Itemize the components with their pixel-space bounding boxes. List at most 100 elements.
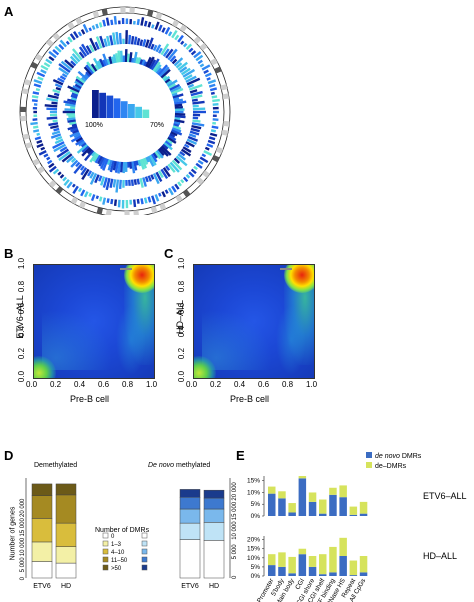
circos-bar [199,63,205,68]
panel-d-xtick: HD [209,583,219,590]
circos-bar [203,150,213,157]
circos-bar [102,53,109,66]
ideogram-band [222,93,230,100]
circos-bar [152,61,161,72]
circos-bar [65,40,70,45]
circos-bar [164,189,169,195]
circos-bar [109,178,114,188]
circos-bar [159,146,169,157]
panel-d-xtick: ETV6 [181,583,199,590]
circos-bar [180,40,185,45]
circos-bar [167,187,174,196]
legend-denovo-swatch [366,452,372,458]
circos-bar [154,21,160,30]
row-label-hd: HD–ALL [423,551,458,561]
circos-bar [67,36,73,43]
circos-bar [172,93,184,99]
circos-bar [69,89,79,95]
demeth-etv6-segment [31,518,53,543]
circos-bar [91,25,96,30]
circos-bar [171,92,178,97]
circos-bar [54,83,63,89]
circos-bar [160,145,172,156]
circos-bar [90,151,96,157]
panel-d-ytick: 10 000 [20,537,26,556]
circos-bar [47,94,59,100]
ideogram-band [20,106,27,112]
circos-bar [66,117,76,121]
panel-d-ytick: 0 [20,576,26,580]
circos-bar [89,37,98,51]
circos-bar [157,170,164,179]
circos-bar [120,161,124,173]
circos-bar [55,135,63,141]
circos-bar [81,43,90,56]
bar-de [288,556,296,574]
heatmap-c-ytick: 1.0 [177,257,187,270]
circos-bar [180,148,192,157]
circos-bar [95,36,103,49]
bar-denovo [349,514,358,516]
circos-bar [102,59,107,67]
circos-bar [102,19,107,27]
circos-bar [192,104,199,108]
circos-bar [69,121,77,125]
circos-bar [115,31,120,45]
demeth-etv6-segment [31,483,53,496]
circos-bar [58,67,70,76]
circos-bar [169,161,180,173]
circos-bar [35,87,41,92]
circos-bar [46,97,59,102]
circos-bar [71,48,83,61]
circos-bar [36,139,43,144]
dmr-legend-swatch-demeth [102,556,109,563]
circos-bar [38,150,47,156]
panel-e-ytick: 10% [247,555,260,562]
circos-bar [75,136,83,143]
ideogram-band [196,177,205,185]
circos-bar [126,53,130,63]
denovo-title-italic: De novo [148,462,175,469]
ideogram-band [24,142,33,149]
circos-bar [100,176,106,186]
circos-bar [52,168,60,175]
panel-e-category-label: CGI [294,577,306,591]
circos-bar [165,165,171,171]
circos-bar [174,183,180,190]
circos-bar [177,61,188,71]
circos-bar [98,196,103,202]
panel-d-ytick: 5 000 [232,544,238,560]
dmr-legend-swatch-denovo [141,564,148,571]
circos-bar [69,131,80,138]
demeth-hd-segment [55,546,77,564]
circos-bar [33,129,40,133]
circos-bar [185,43,193,50]
circos-bar [109,160,115,173]
circos-bar [119,50,124,63]
circos-bar [209,87,218,92]
circos-bar [204,72,212,78]
ideogram-band [48,180,57,188]
circos-bar [102,197,107,205]
circos-bar [70,135,82,143]
circos-bar [210,91,215,95]
circos-bar [164,140,173,147]
circos-bar [136,37,141,46]
bar-de [268,554,276,566]
circos-bar [71,123,77,127]
bar-denovo [329,572,337,576]
circos-bar [81,145,90,153]
circos-bar [139,59,144,65]
ideogram-band [23,79,32,86]
bar-denovo [308,501,317,516]
circos-bar [150,58,160,71]
bar-denovo [298,478,307,516]
circos-bar [70,157,77,163]
denovo-etv6-segment [179,489,201,498]
ideogram-band [124,210,130,215]
ideogram-band [78,200,87,209]
demethylated-title: Demethylated [34,462,78,469]
circos-bar [161,27,166,33]
circos-bar [33,79,43,85]
circos-bar [201,64,211,71]
